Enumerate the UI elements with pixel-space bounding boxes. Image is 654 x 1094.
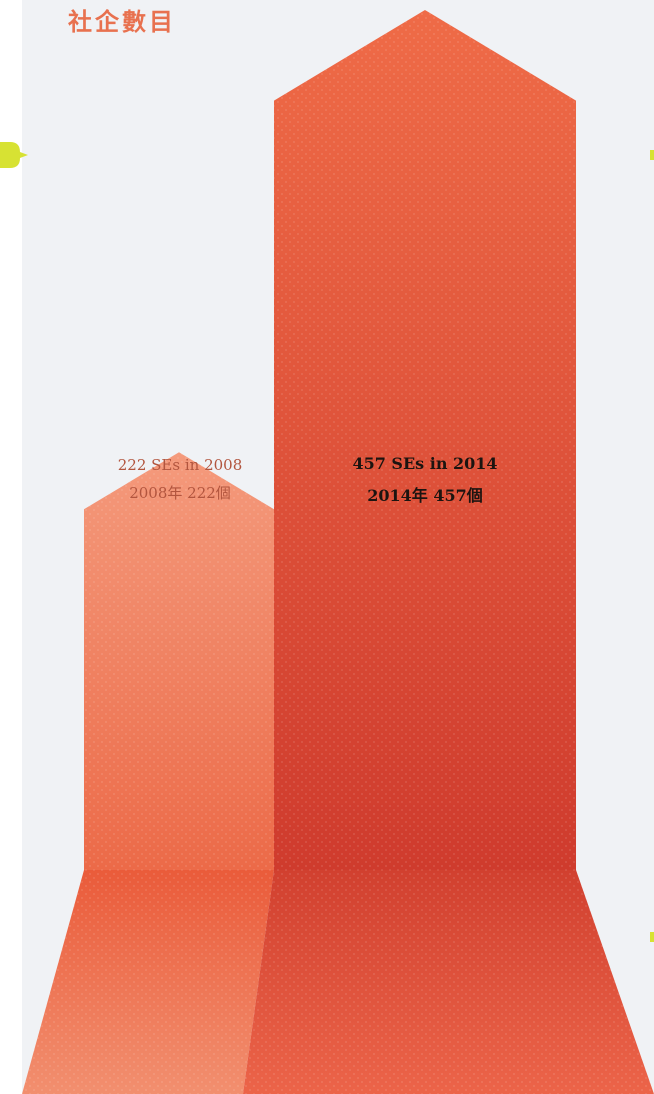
bar-label-2008-en: 222 SEs in 2008 — [117, 456, 243, 474]
bar-label-2008: 222 SEs in 2008 2008年 222個 — [84, 451, 276, 507]
bar-label-2014: 457 SEs in 2014 2014年 457個 — [330, 448, 520, 512]
bar-2014-texture — [274, 10, 576, 870]
connector-right-bottom — [650, 932, 654, 942]
bar-2008-base-texture — [22, 870, 274, 1094]
bar-label-2014-zh: 2014年 457個 — [367, 486, 483, 505]
connector-left — [0, 142, 28, 168]
chart-title: 社企數目 — [68, 8, 176, 36]
bar-label-2008-zh: 2008年 222個 — [129, 484, 231, 502]
bar-2008-texture — [84, 452, 274, 870]
connector-right-top — [650, 150, 654, 160]
bar-2014-base-texture — [243, 870, 654, 1094]
bar-label-2014-en: 457 SEs in 2014 — [352, 454, 498, 473]
